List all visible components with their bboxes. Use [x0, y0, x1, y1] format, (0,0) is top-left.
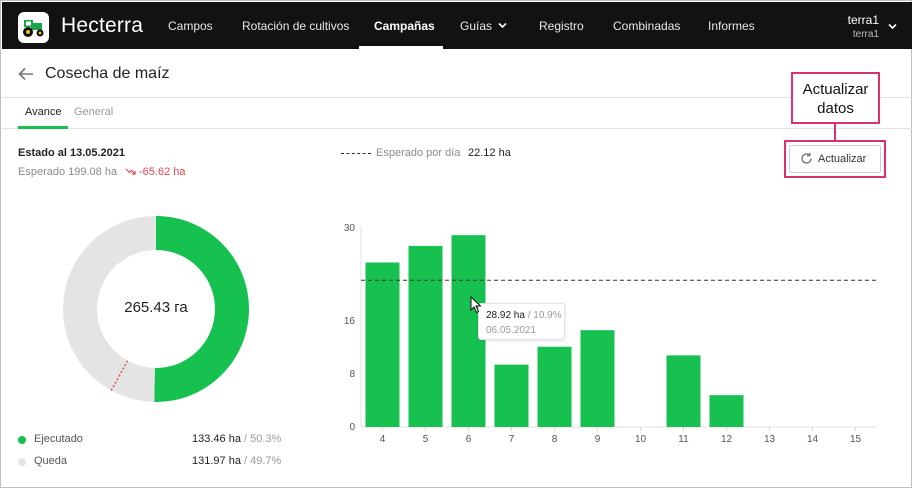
nav-item-combinadas[interactable]: Combinadas [613, 19, 681, 33]
nav-item-rotacion[interactable]: Rotación de cultivos [242, 19, 350, 33]
expected-line-legend-icon [341, 153, 371, 154]
tab-avance[interactable]: Avance [25, 106, 62, 118]
bar-day-5[interactable] [408, 245, 443, 427]
x-tick-label: 5 [423, 434, 429, 445]
annotation-callout: Actualizar datos [791, 72, 880, 124]
y-tick-label: 0 [349, 422, 355, 433]
legend-remaining-label: Queda [34, 455, 68, 467]
donut-total-label: 265.43 га [124, 299, 188, 316]
tooltip-percent: 10.9% [533, 310, 562, 321]
x-tick-label: 14 [807, 434, 819, 445]
executed-area: 133.46 ha [192, 433, 241, 445]
bar-tooltip: 28.92 ha / 10.9% 06.05.2021 [478, 303, 565, 340]
expected-per-day-value: 22.12 ha [468, 147, 511, 159]
progress-donut-chart [63, 216, 249, 402]
mouse-cursor-icon [470, 296, 482, 314]
active-nav-indicator [359, 46, 443, 49]
delta-value: -65.62 ha [139, 166, 186, 178]
legend-executed-label: Ejecutado [34, 433, 83, 445]
bar-day-4[interactable] [365, 262, 400, 427]
executed-percent: 50.3% [250, 433, 282, 445]
active-tab-indicator [18, 126, 68, 129]
bar-day-8[interactable] [537, 346, 572, 427]
nav-item-informes[interactable]: Informes [708, 19, 755, 33]
remaining-percent-sep: / [244, 455, 248, 467]
tooltip-sep: / [527, 310, 531, 321]
bar-day-12[interactable] [709, 395, 744, 427]
legend-executed-value: 133.46 ha / 50.3% [192, 433, 281, 445]
refresh-icon [801, 152, 812, 164]
header-divider [2, 97, 912, 98]
annotation-connector [834, 124, 836, 141]
top-navbar: Hecterra Campos Rotación de cultivos Cam… [2, 2, 912, 49]
daily-harvest-bar-chart: 0 8 16 30 4 5 6 7 8 9 10 11 12 13 14 15 [344, 223, 877, 445]
expected-progress-marker [110, 360, 129, 391]
tooltip-value-line: 28.92 ha / 10.9% [486, 310, 562, 321]
donut-segment-0 [154, 216, 249, 402]
page-title: Cosecha de maíz [45, 65, 170, 82]
x-tick-label: 15 [850, 434, 862, 445]
annotation-highlight [784, 140, 886, 178]
annotation-line-2: datos [817, 100, 854, 117]
executed-percent-sep: / [244, 433, 248, 445]
y-tick-label: 8 [349, 369, 355, 380]
user-account: terra1 [852, 29, 879, 40]
remaining-area: 131.97 ha [192, 455, 241, 467]
tooltip-value: 28.92 ha [486, 310, 525, 321]
refresh-label: Actualizar [818, 153, 867, 165]
tractor-logo-icon[interactable] [18, 12, 49, 43]
x-tick-label: 8 [552, 434, 558, 445]
x-tick-label: 11 [678, 434, 689, 445]
legend-remaining-dot [18, 458, 26, 466]
trend-down-icon [125, 168, 136, 175]
expected-per-day-label: Esperado por día [376, 147, 461, 159]
nav-item-registro[interactable]: Registro [539, 19, 584, 33]
x-tick-label: 6 [466, 434, 472, 445]
donut-segment-1 [63, 216, 156, 402]
tooltip-date: 06.05.2021 [486, 325, 537, 336]
refresh-button[interactable]: Actualizar [789, 145, 881, 173]
brand-name[interactable]: Hecterra [61, 14, 144, 37]
remaining-percent: 49.7% [250, 455, 282, 467]
x-tick-label: 10 [635, 434, 647, 445]
user-name[interactable]: terra1 [847, 13, 879, 27]
back-arrow-icon[interactable] [18, 67, 34, 81]
legend-executed-dot [18, 436, 26, 444]
x-tick-label: 13 [764, 434, 776, 445]
legend-remaining-value: 131.97 ha / 49.7% [192, 455, 281, 467]
nav-item-campanas[interactable]: Campañas [374, 19, 435, 33]
y-tick-label: 30 [344, 223, 356, 234]
y-tick-label: 16 [344, 316, 356, 327]
status-date-title: Estado al 13.05.2021 [18, 147, 126, 159]
nav-item-campos[interactable]: Campos [168, 19, 213, 33]
nav-item-guias[interactable]: Guías [460, 19, 493, 33]
x-tick-label: 12 [721, 434, 733, 445]
bar-day-7[interactable] [494, 364, 529, 427]
x-tick-label: 4 [380, 434, 386, 445]
tabs-divider [2, 128, 912, 129]
expected-area: Esperado 199.08 ha [18, 166, 118, 178]
chevron-down-icon[interactable] [498, 22, 507, 29]
annotation-line-1: Actualizar [802, 81, 869, 98]
bar-day-11[interactable] [666, 355, 701, 427]
bar-day-9[interactable] [580, 330, 615, 427]
user-menu-chevron-icon[interactable] [888, 23, 897, 30]
x-tick-label: 9 [595, 434, 601, 445]
tab-general[interactable]: General [74, 106, 114, 118]
x-tick-label: 7 [509, 434, 515, 445]
